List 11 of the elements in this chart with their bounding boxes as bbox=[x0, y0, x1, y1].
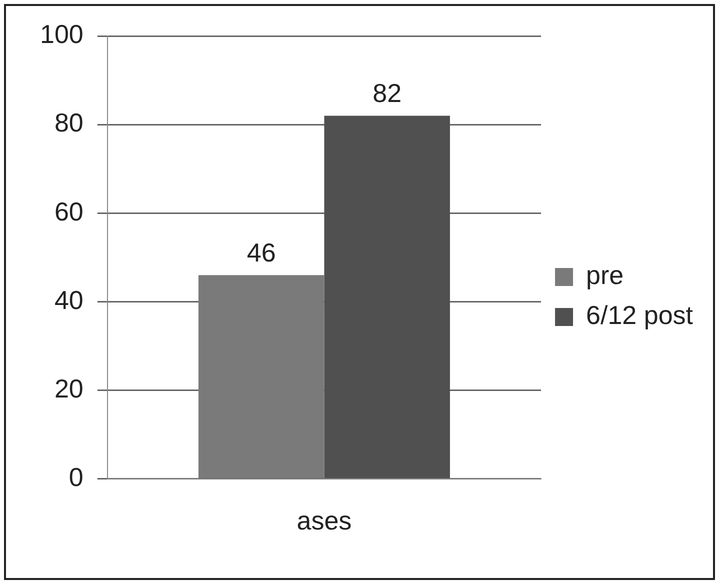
data-label: 82 bbox=[372, 78, 402, 108]
data-label: 46 bbox=[246, 237, 276, 268]
y-tick-label: 40 bbox=[54, 284, 84, 315]
y-tick-label: 80 bbox=[54, 108, 84, 138]
x-tick-label: ases bbox=[296, 506, 352, 536]
legend-label: pre bbox=[586, 260, 624, 290]
y-tick-label: 20 bbox=[54, 373, 84, 404]
legend-label: 6/12 post bbox=[586, 300, 694, 330]
y-tick-label: 60 bbox=[54, 196, 84, 226]
y-tick-label: 0 bbox=[68, 462, 84, 492]
y-tick-label: 100 bbox=[40, 19, 84, 50]
